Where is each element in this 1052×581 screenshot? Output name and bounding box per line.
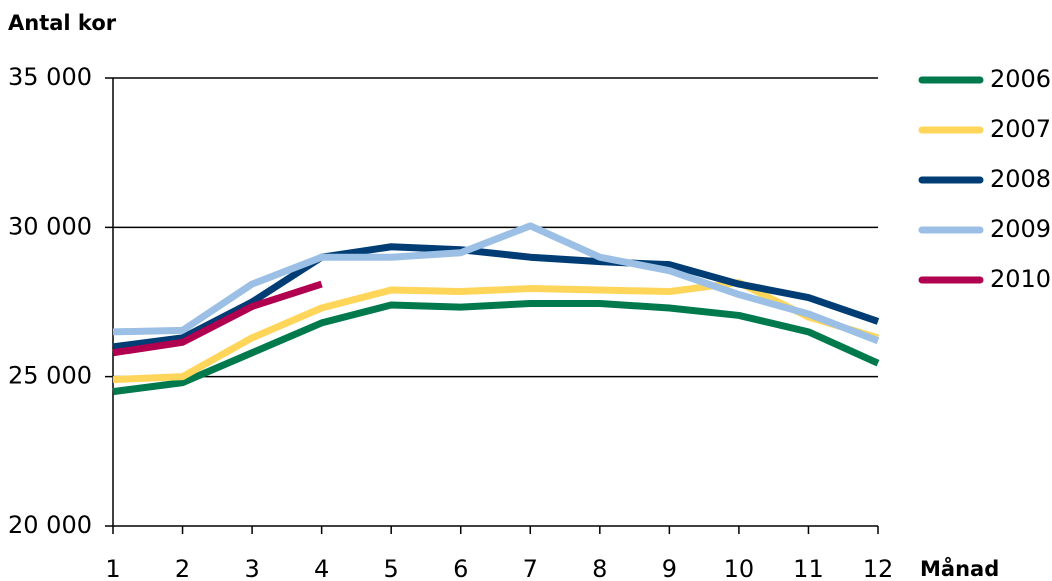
x-tick-label: 1 bbox=[105, 555, 120, 581]
line bbox=[112, 280, 323, 357]
legend-label: 2006 bbox=[990, 65, 1051, 93]
legend-label: 2009 bbox=[990, 215, 1051, 243]
x-tick-label: 11 bbox=[793, 555, 824, 581]
legend-label: 2007 bbox=[990, 115, 1051, 143]
line bbox=[112, 243, 880, 351]
x-tick-label: 8 bbox=[592, 555, 607, 581]
x-tick-label: 7 bbox=[523, 555, 538, 581]
x-tick-label: 2 bbox=[175, 555, 190, 581]
y-tick-label: 35 000 bbox=[8, 63, 92, 91]
x-axis-label: Månad bbox=[920, 556, 999, 581]
x-tick-label: 12 bbox=[863, 555, 894, 581]
y-tick-label: 30 000 bbox=[8, 212, 92, 240]
legend-label: 2008 bbox=[990, 165, 1051, 193]
line bbox=[112, 299, 880, 396]
y-tick-label: 20 000 bbox=[8, 511, 92, 539]
x-tick-label: 6 bbox=[453, 555, 468, 581]
y-axis-label: Antal kor bbox=[8, 11, 117, 35]
x-tick-label: 4 bbox=[314, 555, 329, 581]
y-tick-label: 25 000 bbox=[8, 362, 92, 390]
legend-label: 2010 bbox=[990, 265, 1051, 293]
x-tick-label: 3 bbox=[244, 555, 259, 581]
x-tick-label: 9 bbox=[662, 555, 677, 581]
line bbox=[112, 222, 880, 345]
x-tick-label: 5 bbox=[384, 555, 399, 581]
x-tick-label: 10 bbox=[724, 555, 755, 581]
